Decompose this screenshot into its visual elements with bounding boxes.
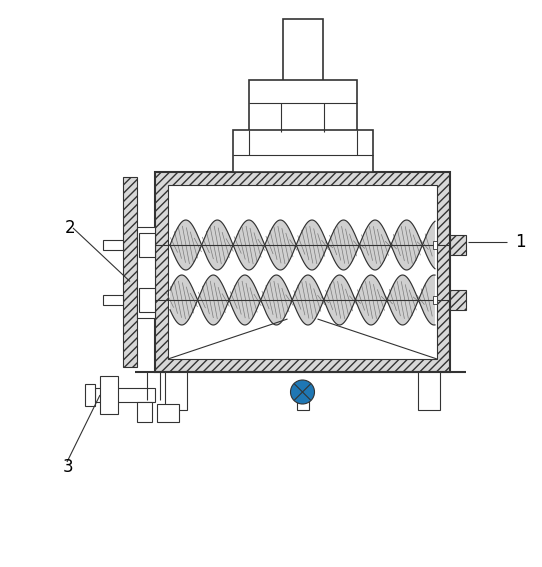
Bar	[165, 372, 187, 410]
Bar	[248, 80, 357, 132]
Bar	[418, 372, 440, 410]
Text: 2: 2	[65, 219, 76, 237]
Text: 3: 3	[63, 458, 74, 476]
Bar	[155, 172, 450, 372]
Bar	[433, 296, 437, 304]
Bar	[139, 233, 155, 257]
Bar	[100, 376, 118, 414]
Bar	[95, 388, 155, 402]
Bar	[282, 19, 322, 87]
Bar	[85, 384, 95, 406]
Bar	[139, 288, 155, 312]
Bar	[450, 290, 466, 310]
Bar	[450, 235, 466, 255]
Circle shape	[291, 380, 314, 404]
Bar	[103, 295, 123, 305]
Bar	[168, 185, 437, 359]
Bar	[137, 402, 152, 422]
Bar	[433, 241, 437, 249]
Bar	[103, 240, 123, 250]
Text: 1: 1	[515, 233, 526, 251]
Bar	[123, 177, 137, 367]
Bar	[137, 227, 155, 318]
Bar	[296, 396, 308, 410]
Bar	[157, 404, 179, 422]
Bar	[233, 130, 372, 172]
